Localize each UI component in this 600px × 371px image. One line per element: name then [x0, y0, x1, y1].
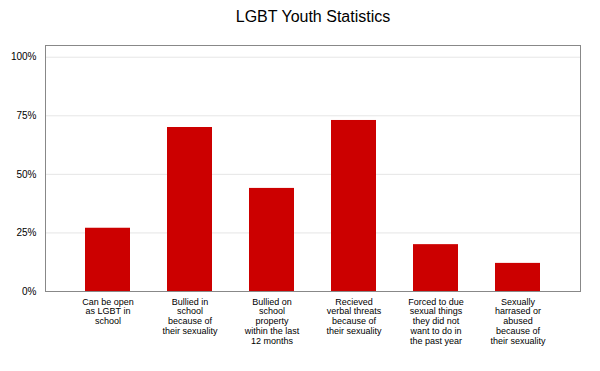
svg-text:25%: 25%: [16, 227, 36, 238]
svg-text:50%: 50%: [16, 169, 36, 180]
svg-text:Bullied inschoolbecause ofthei: Bullied inschoolbecause oftheir sexualit…: [162, 297, 218, 337]
svg-text:Bullied onschoolpropertywithin: Bullied onschoolpropertywithin the last1…: [244, 297, 300, 347]
svg-text:0%: 0%: [22, 286, 37, 297]
svg-text:Recievedverbal threatsbecause: Recievedverbal threatsbecause oftheir se…: [326, 297, 382, 337]
svg-text:Can be openas LGBT inschool: Can be openas LGBT inschool: [82, 297, 134, 327]
svg-text:Forced to duesexual thingsthey: Forced to duesexual thingsthey did notwa…: [408, 297, 464, 347]
svg-text:75%: 75%: [16, 110, 36, 121]
svg-text:LGBT Youth Statistics: LGBT Youth Statistics: [236, 8, 390, 25]
svg-text:100%: 100%: [11, 51, 37, 62]
svg-text:Sexuallyharrased orabusedbecau: Sexuallyharrased orabusedbecause oftheir…: [490, 297, 546, 347]
